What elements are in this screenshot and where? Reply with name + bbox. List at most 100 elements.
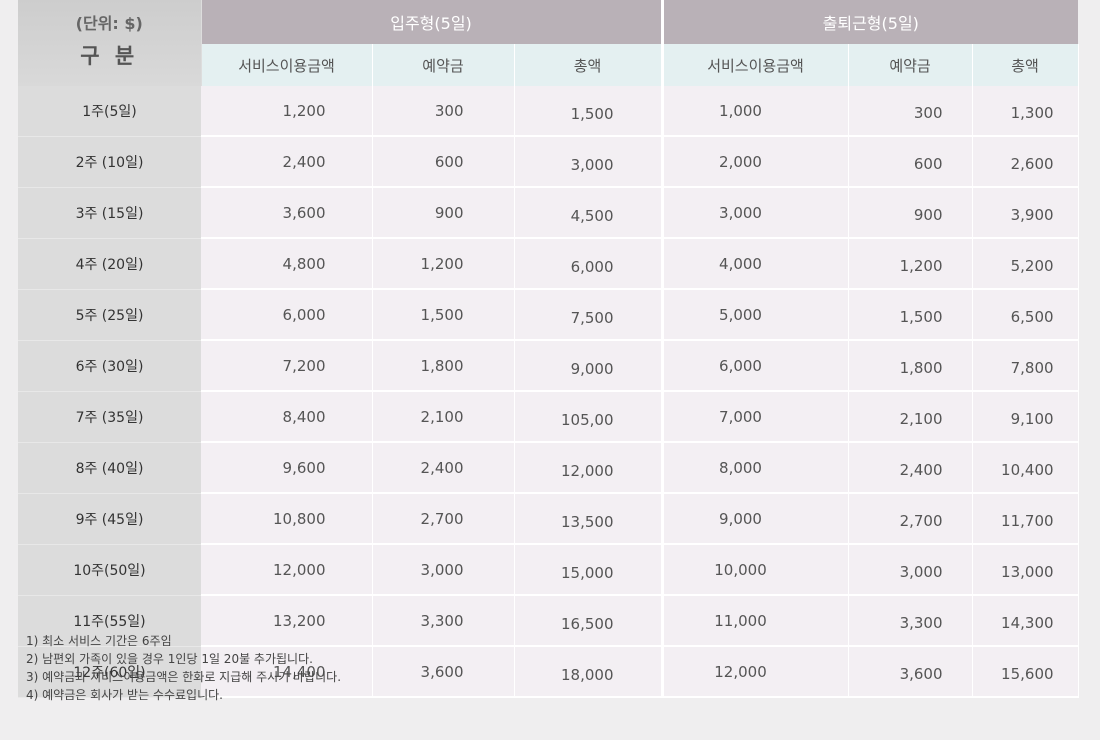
footnote: 3) 예약금과 서비스이용금액은 한화로 지급해 주시기 바랍니다. bbox=[26, 670, 342, 684]
total-cell: 14,300 bbox=[972, 595, 1079, 647]
total-cell: 9,000 bbox=[514, 340, 664, 392]
footnote: 4) 예약금은 회사가 받는 수수료입니다. bbox=[26, 688, 223, 702]
total-cell: 13,500 bbox=[514, 493, 664, 545]
service-fee-cell: 5,000 bbox=[662, 289, 849, 341]
total-cell: 6,500 bbox=[972, 289, 1079, 341]
row-label: 11주(55일) bbox=[18, 595, 201, 647]
deposit-cell: 3,600 bbox=[848, 646, 973, 698]
column-header-service-fee: 서비스이용금액 bbox=[662, 44, 849, 86]
total-cell: 18,000 bbox=[514, 646, 664, 698]
row-label: 9주 (45일) bbox=[18, 493, 201, 545]
table-row: 5주 (25일) 6,000 1,500 7,500 5,000 1,500 6,500 bbox=[18, 289, 1079, 341]
service-fee-cell: 1,000 bbox=[662, 86, 849, 137]
table-body: 1주(5일) 1,200 300 1,500 1,000 300 1,300 2주 (10일)… bbox=[18, 86, 1079, 698]
table-row: 11주(55일) 13,200 3,300 16,500 11,000 3,300 14,3… bbox=[18, 595, 1079, 647]
total-cell: 12,000 bbox=[514, 442, 664, 494]
total-cell: 11,700 bbox=[972, 493, 1079, 545]
deposit-cell: 600 bbox=[848, 136, 973, 188]
deposit-cell: 2,700 bbox=[372, 493, 515, 545]
total-cell: 1,500 bbox=[514, 86, 664, 137]
column-header-total: 총액 bbox=[972, 44, 1079, 86]
total-cell: 2,600 bbox=[972, 136, 1079, 188]
total-cell: 15,600 bbox=[972, 646, 1079, 698]
row-label: 10주(50일) bbox=[18, 544, 201, 596]
deposit-cell: 1,800 bbox=[848, 340, 973, 392]
service-fee-cell: 10,000 bbox=[662, 544, 849, 596]
service-fee-cell: 6,000 bbox=[662, 340, 849, 392]
service-fee-cell: 11,000 bbox=[662, 595, 849, 647]
table-row: 4주 (20일) 4,800 1,200 6,000 4,000 1,200 5,200 bbox=[18, 238, 1079, 290]
total-cell: 105,00 bbox=[514, 391, 664, 443]
service-fee-cell: 9,000 bbox=[662, 493, 849, 545]
table-row: 8주 (40일) 9,600 2,400 12,000 8,000 2,400 10,400 bbox=[18, 442, 1079, 494]
service-fee-cell: 3,000 bbox=[662, 187, 849, 239]
deposit-cell: 2,400 bbox=[848, 442, 973, 494]
table-row: 3주 (15일) 3,600 900 4,500 3,000 900 3,900 bbox=[18, 187, 1079, 239]
total-cell: 7,500 bbox=[514, 289, 664, 341]
table-row: 10주(50일) 12,000 3,000 15,000 10,000 3,000 13,0… bbox=[18, 544, 1079, 596]
deposit-cell: 2,700 bbox=[848, 493, 973, 545]
deposit-cell: 2,100 bbox=[848, 391, 973, 443]
total-cell: 9,100 bbox=[972, 391, 1079, 443]
deposit-cell: 900 bbox=[848, 187, 973, 239]
footnote: 2) 남편외 가족이 있을 경우 1인당 1일 20불 추가됩니다. bbox=[26, 652, 313, 666]
deposit-cell: 1,500 bbox=[848, 289, 973, 341]
row-label: 7주 (35일) bbox=[18, 391, 201, 443]
footnote: 1) 최소 서비스 기간은 6주임 bbox=[26, 634, 172, 648]
service-fee-cell: 7,000 bbox=[662, 391, 849, 443]
deposit-cell: 1,500 bbox=[372, 289, 515, 341]
table-row: 12주(60일) 14,400 3,600 18,000 12,000 3,600 15,6… bbox=[18, 646, 1079, 698]
deposit-cell: 1,200 bbox=[372, 238, 515, 290]
deposit-cell: 3,300 bbox=[848, 595, 973, 647]
service-fee-cell: 12,000 bbox=[201, 544, 373, 596]
deposit-cell: 300 bbox=[372, 86, 515, 137]
column-header-deposit: 예약금 bbox=[372, 44, 515, 86]
deposit-cell: 3,300 bbox=[372, 595, 515, 647]
total-cell: 6,000 bbox=[514, 238, 664, 290]
deposit-cell: 300 bbox=[848, 86, 973, 137]
row-label: 12주(60일) bbox=[18, 646, 201, 698]
table-header: (단위: $) 구 분 입주형(5일) 출퇴근형(5일) 서비스이용금액 예약금… bbox=[18, 0, 1079, 86]
row-label: 4주 (20일) bbox=[18, 238, 201, 290]
service-fee-cell: 4,800 bbox=[201, 238, 373, 290]
total-cell: 3,900 bbox=[972, 187, 1079, 239]
group-header-live-in: 입주형(5일) bbox=[201, 0, 664, 44]
service-fee-cell: 9,600 bbox=[201, 442, 373, 494]
group-header-commute: 출퇴근형(5일) bbox=[662, 0, 1079, 44]
category-label: 구 분 bbox=[80, 44, 139, 68]
deposit-cell: 2,400 bbox=[372, 442, 515, 494]
deposit-cell: 900 bbox=[372, 187, 515, 239]
service-fee-cell: 13,200 bbox=[201, 595, 373, 647]
service-fee-cell: 12,000 bbox=[662, 646, 849, 698]
total-cell: 16,500 bbox=[514, 595, 664, 647]
row-label: 3주 (15일) bbox=[18, 187, 201, 239]
table-row: 7주 (35일) 8,400 2,100 105,00 7,000 2,100 9,100 bbox=[18, 391, 1079, 443]
total-cell: 1,300 bbox=[972, 86, 1079, 137]
deposit-cell: 3,600 bbox=[372, 646, 515, 698]
table-row: 9주 (45일) 10,800 2,700 13,500 9,000 2,700 11,70… bbox=[18, 493, 1079, 545]
service-fee-cell: 6,000 bbox=[201, 289, 373, 341]
price-table: (단위: $) 구 분 입주형(5일) 출퇴근형(5일) 서비스이용금액 예약금… bbox=[18, 0, 1079, 698]
row-label: 5주 (25일) bbox=[18, 289, 201, 341]
column-header-service-fee: 서비스이용금액 bbox=[201, 44, 373, 86]
table-row: 1주(5일) 1,200 300 1,500 1,000 300 1,300 bbox=[18, 86, 1079, 137]
row-label: 2주 (10일) bbox=[18, 136, 201, 188]
total-cell: 5,200 bbox=[972, 238, 1079, 290]
row-label: 6주 (30일) bbox=[18, 340, 201, 392]
total-cell: 13,000 bbox=[972, 544, 1079, 596]
total-cell: 7,800 bbox=[972, 340, 1079, 392]
deposit-cell: 3,000 bbox=[372, 544, 515, 596]
table-row: 2주 (10일) 2,400 600 3,000 2,000 600 2,600 bbox=[18, 136, 1079, 188]
row-label: 1주(5일) bbox=[18, 86, 201, 137]
deposit-cell: 2,100 bbox=[372, 391, 515, 443]
service-fee-cell: 3,600 bbox=[201, 187, 373, 239]
service-fee-cell: 8,000 bbox=[662, 442, 849, 494]
total-cell: 10,400 bbox=[972, 442, 1079, 494]
service-fee-cell: 7,200 bbox=[201, 340, 373, 392]
category-header: (단위: $) 구 분 bbox=[18, 0, 202, 86]
column-header-total: 총액 bbox=[514, 44, 664, 86]
column-header-deposit: 예약금 bbox=[848, 44, 973, 86]
unit-label: (단위: $) bbox=[75, 14, 143, 33]
deposit-cell: 1,800 bbox=[372, 340, 515, 392]
